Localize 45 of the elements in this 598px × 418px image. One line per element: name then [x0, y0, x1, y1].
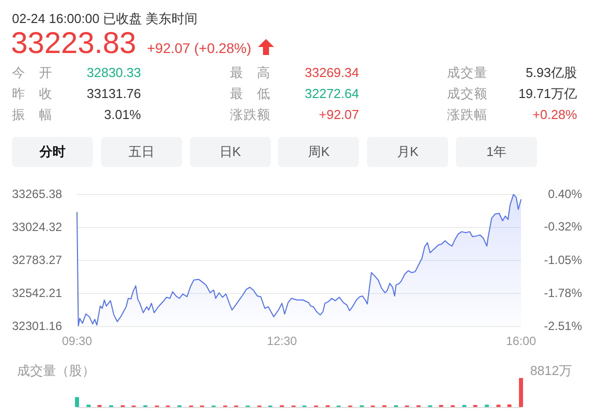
y-tick-label: 32783.27	[12, 253, 62, 267]
text: 最高	[230, 64, 270, 80]
text: 振幅	[12, 106, 52, 122]
y-axis-title: 成交量（股）	[17, 363, 95, 378]
tab[interactable]: 月K	[367, 137, 448, 167]
text: 8812万	[530, 363, 572, 378]
tab[interactable]: 周K	[278, 137, 360, 167]
tab[interactable]: 五日	[100, 137, 182, 167]
y2-tick-label: -1.78%	[544, 286, 582, 300]
text: 32830.33	[86, 64, 141, 80]
text: 涨跌幅	[447, 106, 487, 122]
y2-tick-label: -2.51%	[544, 319, 582, 333]
y2-tick-label: 0.40%	[548, 187, 582, 201]
text: 19.71万亿	[518, 86, 577, 100]
text: 33223.83	[11, 26, 136, 62]
bar	[75, 397, 79, 407]
y-tick-label: 32301.16	[12, 319, 62, 333]
text: +0.28%	[532, 106, 577, 122]
text: 昨收	[12, 86, 52, 102]
text: 33131.76	[86, 86, 141, 100]
text: +92.07	[318, 106, 359, 122]
x-tick-label: 09:30	[62, 334, 92, 348]
tab[interactable]: 1年	[456, 137, 537, 167]
text: 3.01%	[104, 106, 141, 122]
text: 最低	[230, 86, 270, 102]
y-tick-label: 32542.21	[12, 286, 62, 300]
bar	[507, 404, 512, 407]
bar	[519, 378, 523, 407]
tab[interactable]: 日K	[190, 137, 271, 167]
text: 今开	[12, 64, 52, 80]
text: 5.93亿股	[526, 64, 577, 80]
y-tick-label: 33024.32	[12, 220, 62, 234]
x-tick-label: 16:00	[506, 334, 536, 348]
text: 32272.64	[304, 86, 359, 100]
y2-tick-label: -1.05%	[544, 252, 582, 267]
y2-tick-label: -0.32%	[544, 220, 582, 234]
text: 02-24 16:00:00 已收盘 美东时间	[12, 10, 198, 26]
text: 成交量	[447, 64, 487, 80]
x-tick-label: 12:30	[266, 334, 298, 348]
text: 33269.34	[304, 64, 359, 80]
tab[interactable]: 分时	[12, 137, 93, 167]
text: +92.07 (+0.28%)	[147, 39, 252, 57]
text: 涨跌额	[230, 106, 270, 122]
y-tick-label: 33265.38	[12, 187, 62, 201]
text: 成交额	[447, 86, 487, 102]
